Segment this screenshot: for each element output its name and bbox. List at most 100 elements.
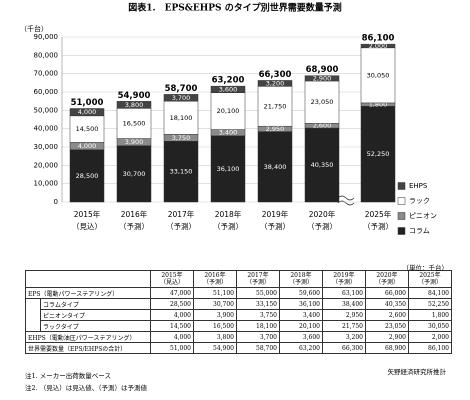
cell: 28,500 — [150, 298, 194, 310]
x-tick-sublabel: （予測） — [307, 221, 337, 231]
cell: 3,700 — [236, 331, 280, 343]
header-blank — [25, 270, 151, 288]
x-tick-sublabel: （予測） — [260, 221, 290, 231]
x-tick-sublabel: （予測） — [363, 221, 393, 231]
x-tick-label: 2018年 — [215, 209, 242, 219]
value-label: 40,350 — [311, 161, 334, 169]
value-label: 1,800 — [369, 101, 388, 109]
cell: 86,100 — [408, 342, 452, 354]
total-label: 58,700 — [165, 84, 198, 94]
cell: 3,600 — [279, 331, 323, 343]
cell: 51,100 — [193, 287, 237, 299]
header-text: （予測） — [245, 279, 270, 286]
legend-label: ピニオン — [409, 212, 437, 220]
y-axis-label: （千台） — [20, 24, 48, 33]
header-text: 2019年 — [333, 272, 355, 279]
bar-segment — [116, 145, 152, 203]
legend-swatch — [397, 182, 406, 190]
row-label: EPS（電動パワーステアリング） — [25, 287, 151, 299]
cell: 63,200 — [279, 342, 323, 354]
x-tick-label: 2015年 — [74, 209, 101, 219]
header-cell: 2020年 （予測） — [365, 270, 409, 288]
cell: 21,750 — [322, 320, 366, 332]
legend-swatch — [397, 212, 406, 220]
value-label: 18,100 — [170, 114, 193, 122]
indent — [25, 320, 41, 332]
header-text: （予測） — [288, 279, 313, 286]
value-label: 36,100 — [217, 165, 240, 173]
row-label: 世界需要数量（EPS/EHPSの合計） — [25, 342, 151, 354]
legend-swatch — [397, 197, 406, 205]
y-tick-label: 50,000 — [34, 106, 59, 114]
y-tick-label: 60,000 — [34, 88, 59, 96]
value-label: 14,500 — [76, 125, 99, 133]
table-row: ピニオンタイプ 4,000 3,900 3,750 3,400 2,950 2,600 1,8… — [25, 309, 452, 321]
legend-label: EHPS — [409, 182, 428, 190]
y-tick-label: 70,000 — [34, 70, 59, 78]
value-label: 21,750 — [264, 102, 287, 110]
cell: 3,200 — [322, 331, 366, 343]
total-label: 68,900 — [306, 65, 339, 75]
table-row: EPS（電動パワーステアリング） 47,000 51,100 55,000 59,600… — [25, 287, 452, 299]
header-text: 2016年 — [204, 272, 226, 279]
total-label: 51,000 — [71, 98, 104, 108]
header-text: （予測） — [202, 279, 227, 286]
row-label: コラムタイプ — [40, 298, 151, 310]
bar-segment — [210, 135, 246, 203]
value-label: 3,200 — [266, 79, 285, 87]
y-tick-label: 80,000 — [34, 51, 59, 59]
cell: 63,100 — [322, 287, 366, 299]
header-text: 2015年 — [161, 272, 183, 279]
bar-segment — [304, 80, 340, 124]
header-cell: 2016年 （予測） — [193, 270, 237, 288]
cell: 23,050 — [365, 320, 409, 332]
value-label: 2,900 — [313, 74, 332, 82]
value-label: 30,700 — [123, 170, 146, 178]
value-label: 33,150 — [170, 168, 193, 176]
bar-segment — [360, 47, 396, 104]
bar-segment — [360, 43, 396, 49]
header-text: 2020年 — [376, 272, 398, 279]
cell: 30,050 — [408, 320, 452, 332]
bar-segment — [304, 127, 340, 203]
header-text: （予測） — [331, 279, 356, 286]
table-row: EHPS（電動油圧パワーステアリング） 4,000 3,800 3,700 3,600 3… — [25, 331, 452, 343]
bar-segment — [257, 80, 293, 87]
header-row: 2015年 （見込） 2016年 （予測） 2017年 （予測） 2018年 （予測） 2019… — [25, 270, 452, 288]
cell: 52,250 — [408, 298, 452, 310]
value-label: 3,400 — [219, 129, 238, 137]
header-text: （見込） — [159, 279, 184, 286]
value-label: 4,000 — [78, 108, 97, 116]
value-label: 38,400 — [264, 163, 287, 171]
cell: 47,000 — [150, 287, 194, 299]
header-text: （予測） — [374, 279, 399, 286]
cell: 2,950 — [322, 309, 366, 321]
cell: 3,400 — [279, 309, 323, 321]
x-tick-label: 2025年 — [365, 209, 392, 219]
cell: 54,900 — [193, 342, 237, 354]
cell: 59,600 — [279, 287, 323, 299]
value-label: 52,250 — [367, 150, 390, 158]
bar-segment — [210, 85, 246, 93]
value-label: 2,600 — [313, 122, 332, 130]
table-row: 世界需要数量（EPS/EHPSの合計） 51,000 54,900 58,700 63,… — [25, 342, 452, 354]
bar-segment — [163, 94, 199, 102]
table-row: コラムタイプ 28,500 30,700 33,150 36,100 38,400 40,3… — [25, 298, 452, 310]
bar-segment — [304, 75, 340, 82]
cell: 18,100 — [236, 320, 280, 332]
row-label: EHPS（電動油圧パワーステアリング） — [25, 331, 151, 343]
row-label: ピニオンタイプ — [40, 309, 151, 321]
cell: 30,700 — [193, 298, 237, 310]
value-label: 3,750 — [172, 134, 191, 142]
x-tick-label: 2016年 — [121, 209, 148, 219]
value-label: 3,800 — [125, 101, 144, 109]
y-tick-label: 90,000 — [34, 33, 59, 41]
value-label: 30,050 — [367, 71, 390, 79]
y-tick-label: 10,000 — [34, 180, 59, 188]
value-label: 3,900 — [125, 138, 144, 146]
cell: 3,750 — [236, 309, 280, 321]
x-tick-label: 2020年 — [309, 209, 336, 219]
x-tick-sublabel: （予測） — [119, 221, 149, 231]
bar-segment — [116, 101, 152, 109]
axis-break — [337, 195, 355, 206]
